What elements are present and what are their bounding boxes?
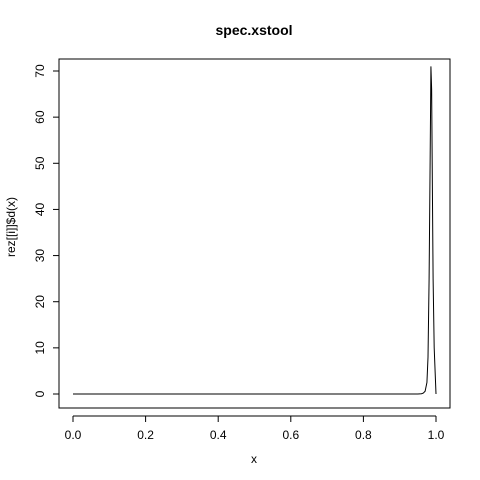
y-tick-label: 50 — [33, 156, 47, 170]
y-axis-title: rez[[i]]$d(x) — [4, 197, 18, 257]
y-tick-label: 40 — [33, 202, 47, 216]
x-tick-label: 0.4 — [210, 428, 227, 442]
plot-frame — [58, 58, 451, 409]
x-tick-label: 0.2 — [137, 428, 154, 442]
series-line — [73, 66, 437, 395]
x-tick-label: 0.6 — [282, 428, 299, 442]
y-tick-label: 70 — [33, 64, 47, 78]
y-tick-label: 60 — [33, 110, 47, 124]
x-axis: 0.0 0.2 0.4 0.6 0.8 1.0 — [65, 415, 445, 442]
x-axis-title: x — [251, 452, 257, 466]
x-tick-label: 0.8 — [355, 428, 372, 442]
series-layer — [73, 66, 437, 395]
y-tick-label: 20 — [33, 295, 47, 309]
x-tick-label: 1.0 — [428, 428, 445, 442]
y-axis: 0 10 20 30 40 50 60 70 — [33, 64, 60, 397]
chart-title: spec.xstool — [215, 22, 292, 38]
x-tick-label: 0.0 — [65, 428, 82, 442]
y-tick-label: 0 — [33, 390, 47, 397]
y-tick-label: 10 — [33, 341, 47, 355]
y-tick-label: 30 — [33, 249, 47, 263]
